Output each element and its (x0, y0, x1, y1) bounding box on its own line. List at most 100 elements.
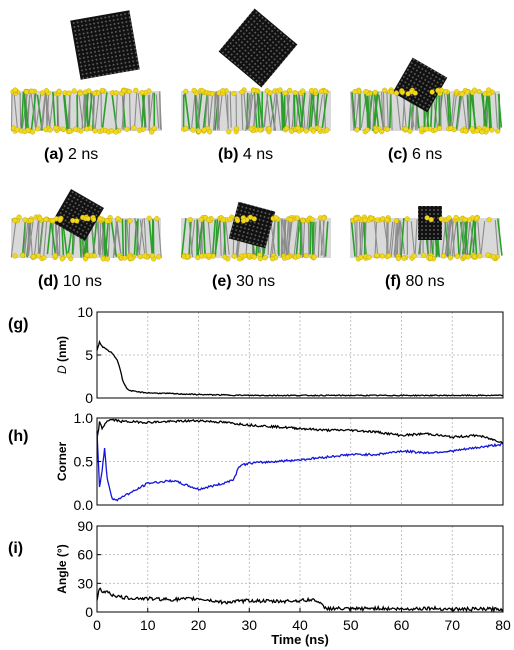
y-tick-label: 0 (85, 604, 93, 620)
lipid-tail (35, 92, 42, 128)
lipid-tail (10, 219, 17, 258)
lipid-head (368, 215, 374, 221)
lipid-head (436, 125, 443, 131)
lipid-tail (307, 218, 310, 256)
y-tick-label: 1.0 (74, 410, 94, 426)
lipid-head (84, 126, 90, 132)
lipid-head (277, 87, 283, 93)
lipid-tail (494, 92, 498, 128)
lipid-head (489, 127, 495, 133)
lipid-head (399, 89, 405, 95)
lipid-tail (308, 92, 313, 130)
lipid-head (209, 91, 215, 97)
snapshot-f (350, 206, 503, 262)
lipid-tail (480, 220, 486, 258)
lipid-head (29, 88, 35, 94)
lipid-head (251, 254, 257, 260)
chart-h: 0.0 0.5 1.0 Corner (55, 410, 504, 513)
lipid-tail (351, 92, 356, 128)
lipid-head (190, 127, 196, 133)
lipid-tail (217, 94, 220, 128)
lipid-head (126, 88, 132, 94)
lipid-head (405, 91, 411, 97)
lipid-tail (157, 219, 162, 258)
y-tick-label: 0 (85, 390, 93, 406)
lipid-head (462, 128, 469, 134)
lipid-head (108, 128, 115, 134)
lipid-head (142, 253, 148, 259)
lipid-tail (320, 220, 325, 256)
lipid-tail (410, 221, 415, 255)
lipid-head (412, 90, 418, 96)
lipid-tail (480, 93, 488, 130)
lipid-tail (358, 91, 361, 129)
lipid-head (220, 217, 226, 223)
lipid-tail (13, 94, 19, 131)
lipid-head (379, 253, 385, 259)
lipid-tail (30, 93, 37, 130)
lipid-head (393, 90, 400, 96)
lipid-tail (78, 92, 84, 129)
lipid-head (393, 218, 400, 224)
lipid-head (233, 126, 240, 132)
lipid-tail (386, 92, 389, 129)
lipid-head (92, 128, 98, 134)
lipid-head (115, 216, 121, 222)
lipid-head (236, 256, 242, 262)
lipid-head (91, 216, 97, 223)
lipid-tail (311, 221, 315, 257)
lipid-head (486, 217, 492, 223)
lipid-head (484, 126, 490, 132)
lipid-head (310, 128, 316, 134)
lipid-head (12, 253, 18, 259)
lipid-head (477, 253, 483, 259)
lipid-head (318, 88, 325, 94)
lipid-head (389, 89, 395, 95)
lipid-head (447, 255, 454, 261)
lipid-head (122, 255, 128, 261)
lipid-head (156, 254, 162, 260)
lipid-head (474, 215, 480, 221)
lipid-head (435, 87, 441, 93)
lipid-head (187, 217, 193, 223)
lipid-head (43, 88, 50, 94)
lipid-tail (446, 91, 451, 128)
lipid-tail (321, 91, 328, 128)
y-tick-label: 0.5 (74, 454, 94, 470)
lipid-head (303, 253, 309, 259)
lipid-tail (121, 93, 125, 130)
lipid-head (251, 216, 257, 222)
lipid-tail (310, 93, 315, 128)
lipid-tail (23, 220, 27, 258)
lipid-tail (467, 92, 470, 131)
lipid-tail (110, 220, 118, 257)
lipid-head (97, 215, 103, 222)
lipid-tail (134, 218, 140, 255)
lipid-tail (469, 92, 472, 130)
lipid-tail (281, 94, 285, 129)
x-axis-label: Time (ns) (271, 632, 329, 647)
lipid-tail (293, 92, 296, 130)
snapshot-label-e: (e) 30 ns (212, 273, 276, 290)
lipid-head (427, 255, 434, 261)
lipid-head (462, 216, 468, 223)
lipid-head (14, 127, 20, 133)
lipid-head (423, 126, 429, 132)
lipid-tail (285, 221, 289, 258)
series-line-0 (96, 587, 504, 613)
lipid-tail (451, 218, 455, 257)
lipid-tail (40, 91, 47, 131)
lipid-tail (286, 91, 291, 128)
lipid-tail (317, 219, 321, 258)
lipid-tail (188, 221, 194, 258)
lipid-tail (324, 221, 329, 257)
lipid-tail (433, 92, 438, 130)
lipid-head (19, 252, 26, 258)
lipid-head (85, 216, 91, 222)
lipid-tail (87, 92, 93, 130)
lipid-head (30, 254, 37, 260)
x-tick-label: 30 (241, 617, 257, 633)
lipid-tail (159, 91, 162, 131)
lipid-head (353, 216, 359, 222)
